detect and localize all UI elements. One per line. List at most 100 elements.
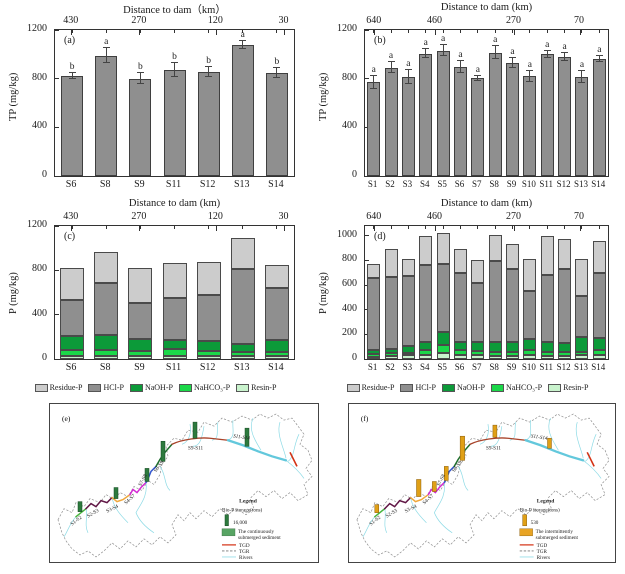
significance-letter: a — [458, 50, 463, 61]
x-tick-label: S5 — [437, 179, 447, 189]
top-axis-tick-label: 30 — [278, 15, 289, 26]
top-axis-tick — [529, 30, 531, 33]
legend-item: NaHCO₃-P — [490, 383, 543, 392]
legend-title: Legend — [537, 499, 555, 505]
legend-label: HCl-P — [103, 383, 124, 392]
top-axis-tick — [579, 30, 581, 35]
y-axis-tick — [365, 78, 369, 80]
bar — [540, 54, 554, 176]
legend-label: Residue-P — [361, 383, 395, 392]
stack-segment-Residue-P — [384, 249, 398, 277]
top-axis-tick-label: 270 — [505, 211, 521, 222]
top-axis-tick — [373, 226, 375, 229]
stack-segment-HCl-P — [230, 268, 255, 345]
x-tick-label: S3 — [402, 179, 413, 189]
x-tick-label: S12 — [556, 362, 571, 372]
legend-label: HCl-P — [415, 383, 436, 392]
x-tick-label: S6 — [65, 362, 77, 373]
y-axis-tick — [55, 29, 59, 31]
top-axis-tick — [208, 226, 210, 229]
bar — [197, 71, 220, 176]
legend-swatch — [178, 383, 192, 392]
top-axis-tick — [390, 30, 392, 33]
significance-letter: b — [137, 62, 143, 73]
top-axis-tick — [374, 30, 376, 35]
x-tick-label: S11 — [539, 362, 554, 372]
stack-segment-NaHCO₃-P — [488, 351, 502, 356]
y-tick-label: 400 — [342, 302, 357, 314]
significance-letter: a — [527, 59, 532, 70]
significance-letter: b — [274, 57, 280, 68]
plot-area: (a) b a b b b a b — [54, 29, 295, 177]
stack-segment-NaOH-P — [575, 336, 589, 352]
top-axis-tick — [425, 30, 427, 33]
significance-letter: a — [104, 36, 109, 47]
y-axis-tick — [365, 235, 369, 237]
stack-segment-NaHCO₃-P — [196, 351, 221, 356]
error-bar — [208, 67, 210, 77]
stack-segment-Resin-P — [488, 355, 502, 359]
y-tick-label: 800 — [342, 253, 357, 265]
stack-segment-HCl-P — [384, 276, 398, 349]
map-panel-e: S1-S2 S2-S3 S3-S4 S4-S7 S7-S8 S8-S9 S9-S… — [49, 403, 319, 563]
x-tick-label: S1 — [367, 362, 378, 372]
top-axis-tick — [546, 30, 548, 33]
river-segment-s1-s2 — [75, 507, 87, 518]
y-tick-label: 400 — [32, 307, 47, 319]
y-axis-tick — [55, 225, 59, 227]
stack-segment-NaOH-P — [60, 335, 85, 350]
panel-label: (f) — [361, 414, 369, 423]
map-legend: Legend Bio-P storage(tons) 16,000 The co… — [221, 499, 281, 561]
stack-segment-NaOH-P — [162, 339, 187, 350]
x-tick-label: S10 — [521, 179, 536, 189]
stack-segment-NaOH-P — [471, 341, 485, 351]
top-axis-tick-label: 430 — [63, 15, 79, 26]
stack-segment-NaHCO₃-P — [367, 354, 381, 357]
top-axis-tick — [374, 226, 376, 231]
x-tick-label: S2 — [385, 362, 395, 372]
y-axis-tick — [365, 259, 369, 261]
top-axis-tick — [276, 30, 278, 33]
y-axis-tick — [55, 175, 59, 177]
stack-segment-Residue-P — [540, 235, 554, 275]
x-tick-label: S11 — [165, 362, 182, 373]
legend-item: HCl-P — [400, 383, 436, 392]
top-axis-tick — [276, 226, 278, 229]
plot-area: (c) — [54, 225, 295, 360]
top-axis-tick — [529, 226, 531, 229]
top-axis-title: Distance to dam (km) — [440, 2, 533, 13]
error-bar — [276, 68, 278, 79]
error-cap — [526, 69, 534, 71]
panel-label: (b) — [374, 35, 386, 46]
top-axis-tick-label: 640 — [366, 211, 382, 222]
significance-letter: a — [597, 45, 602, 56]
stack-segment-NaHCO₃-P — [558, 352, 572, 356]
stack-segment-NaHCO₃-P — [384, 352, 398, 356]
legend-item: NaHCO₃-P — [178, 383, 230, 392]
legend-swatch — [88, 383, 102, 392]
stack-segment-NaHCO₃-P — [401, 352, 415, 356]
significance-letter: a — [510, 46, 515, 57]
top-axis-tick — [215, 30, 217, 35]
top-axis-tick — [242, 226, 244, 229]
legend-item: Resin-P — [548, 383, 588, 392]
y-tick-label: 1200 — [27, 23, 47, 34]
top-axis-tick-label: 270 — [131, 15, 147, 26]
stack-segment-Residue-P — [471, 259, 485, 284]
y-tick-label: 600 — [342, 278, 357, 290]
x-tick-label: S7 — [472, 362, 482, 372]
stack-segment-NaOH-P — [230, 344, 255, 353]
legend-item: NaOH-P — [441, 383, 485, 392]
error-bar — [442, 45, 444, 57]
error-bar — [425, 49, 427, 58]
error-cap — [387, 61, 395, 63]
top-axis-tick — [513, 226, 515, 231]
legend-label: NaHCO₃-P — [505, 383, 543, 392]
stack-segment-NaHCO₃-P — [94, 349, 119, 356]
segment-label: S9-S11 — [188, 445, 203, 451]
error-bar — [105, 47, 107, 64]
error-cap — [509, 56, 517, 58]
error-cap — [68, 78, 76, 80]
significance-letter: b — [206, 56, 212, 67]
stack-segment-Resin-P — [575, 355, 589, 359]
